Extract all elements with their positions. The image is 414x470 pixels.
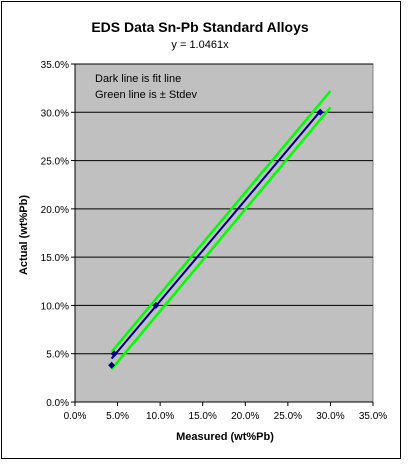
y-tick-label: 5.0% [46,350,69,361]
data-point [316,108,324,116]
data-point [152,301,160,309]
gridlines [75,63,373,355]
axes: 0.0% 5.0% 10.0% 15.0% 20.0% 25.0% 30.0% 35.0% 0.… [41,60,388,422]
x-tick-label: 20.0% [231,411,259,422]
stdev-lower-line [110,106,332,370]
fit-line [110,110,321,360]
y-tick-label: 30.0% [41,108,69,119]
data-point [108,361,116,369]
y-tick-label: 15.0% [41,253,69,264]
chart-title: EDS Data Sn-Pb Standard Alloys [91,19,309,35]
x-axis-label: Measured (wt%Pb) [176,431,274,443]
y-tick-label: 25.0% [41,157,69,168]
stdev-upper-line [110,90,332,353]
y-tick-label: 10.0% [41,301,69,312]
y-tick-label: 35.0% [41,60,69,71]
annotation-stdev-line: Green line is ± Stdev [95,89,198,101]
y-tick-label: 0.0% [46,398,69,409]
x-tick-label: 15.0% [189,411,217,422]
data-point [110,350,118,358]
x-tick-label: 5.0% [106,411,129,422]
annotation-fit-line: Dark line is fit line [95,73,181,85]
x-tick-label: 35.0% [359,411,387,422]
y-tick-label: 20.0% [41,205,69,216]
y-axis-label: Actual (wt%Pb) [18,195,30,275]
x-tick-label: 10.0% [146,411,174,422]
x-tick-label: 25.0% [274,411,302,422]
series-layer [108,90,332,370]
chart-subtitle: y = 1.0461x [171,39,229,51]
x-tick-label: 0.0% [64,411,87,422]
x-tick-label: 30.0% [316,411,344,422]
